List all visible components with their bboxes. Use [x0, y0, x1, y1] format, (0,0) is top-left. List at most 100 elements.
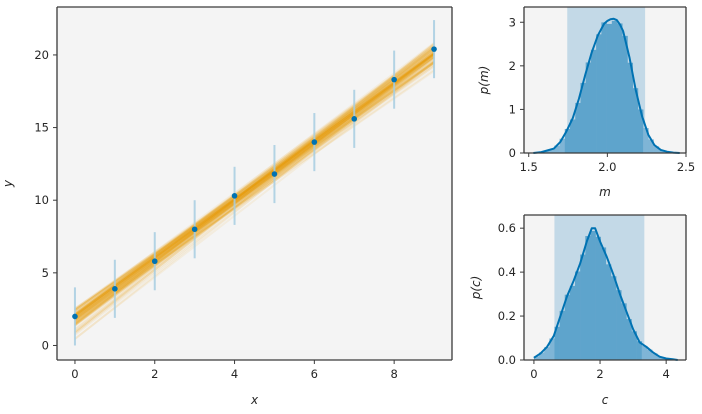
fit-line	[74, 49, 435, 317]
fit-line	[74, 53, 435, 323]
histogram-bar	[559, 138, 566, 153]
fit-line	[74, 52, 435, 321]
y-tick-label: 1	[509, 102, 516, 116]
fit-line	[74, 54, 435, 322]
data-point	[112, 286, 118, 292]
fit-line	[74, 63, 435, 313]
kde-curve	[533, 17, 680, 154]
fit-line	[74, 64, 435, 324]
data-point	[311, 139, 318, 145]
fit-line	[74, 46, 435, 327]
fit-line	[74, 57, 435, 322]
x-tick-label: 6	[311, 367, 318, 381]
fit-line	[74, 52, 435, 327]
histogram-bar	[621, 303, 627, 360]
fit-line	[74, 52, 435, 317]
histogram-bar	[570, 119, 576, 153]
fit-line	[74, 53, 435, 310]
fit-line	[74, 50, 435, 317]
histogram-bar	[590, 231, 596, 360]
x-tick-label: 0	[71, 367, 78, 381]
fit-line	[74, 47, 435, 325]
y-axis-label: y	[1, 179, 15, 188]
histogram-bar	[641, 345, 648, 360]
y-tick-label: 0.2	[498, 309, 516, 323]
fit-line	[74, 57, 435, 327]
fit-line	[74, 47, 435, 317]
fit-line	[74, 51, 435, 321]
fit-line	[74, 56, 435, 336]
fit-line	[74, 60, 435, 318]
fit-line	[74, 53, 435, 340]
fit-line	[74, 46, 435, 315]
fit-line	[74, 52, 435, 318]
histogram-bar	[653, 146, 660, 153]
fit-line	[74, 45, 435, 315]
histogram-bar	[564, 294, 571, 360]
fit-line	[74, 45, 435, 312]
histogram-bar	[601, 22, 607, 153]
fit-line	[74, 55, 435, 316]
histogram-bar	[617, 23, 623, 153]
histogram-bar	[622, 35, 628, 154]
fit-line	[74, 53, 435, 317]
histogram-bar	[605, 264, 612, 360]
fit-line	[74, 55, 435, 318]
histogram-bar	[575, 102, 581, 153]
histogram-bar	[595, 236, 601, 360]
fit-line	[74, 42, 435, 333]
data-point	[231, 193, 238, 199]
histogram-bar	[549, 338, 555, 360]
y-tick-label: 20	[34, 48, 49, 62]
y-axis-label: p(c)	[469, 276, 483, 301]
x-tick-label: 2.5	[677, 160, 695, 174]
fit-line	[74, 54, 435, 319]
y-tick-label: 5	[42, 266, 49, 280]
y-tick-label: 0	[42, 338, 49, 352]
histogram-bar	[590, 49, 597, 153]
fit-line	[74, 62, 435, 311]
fit-line	[74, 52, 435, 315]
histogram-bar	[596, 34, 602, 153]
histogram-bar	[539, 352, 545, 360]
fit-line	[74, 61, 435, 313]
y-tick-label: 0.0	[498, 353, 516, 367]
fit-line	[74, 49, 435, 319]
histogram-bar	[554, 326, 560, 360]
y-tick-label: 0	[509, 146, 516, 160]
x-tick-label: 2	[596, 367, 603, 381]
fit-line	[74, 47, 435, 335]
kde-curve	[533, 227, 678, 361]
x-tick-label: 8	[390, 367, 397, 381]
histogram-bar	[648, 139, 654, 153]
x-tick-label: 0	[530, 367, 537, 381]
histogram-bar	[643, 128, 649, 153]
histogram-bar	[658, 150, 665, 153]
fit-line	[74, 61, 435, 340]
fit-line	[74, 56, 435, 321]
y-tick-label: 0.4	[498, 265, 516, 279]
histogram-bar	[611, 20, 618, 153]
histogram-bars	[533, 20, 681, 154]
plot-background	[57, 7, 452, 360]
data-point	[151, 258, 158, 265]
data-point	[271, 171, 278, 177]
fit-line	[74, 53, 435, 333]
histogram-bar	[627, 62, 633, 154]
histogram-bar	[600, 247, 607, 360]
main-scatter-axes: 0 2 4 6 8 0 5 10 15 20 x y	[1, 6, 453, 407]
fit-line	[74, 60, 435, 325]
histogram-bar	[559, 310, 566, 360]
fit-line	[74, 57, 435, 311]
fit-line	[74, 52, 435, 317]
data-point	[431, 46, 437, 52]
data-point	[391, 76, 397, 83]
fit-line	[74, 53, 435, 316]
fit-line	[74, 55, 435, 322]
posterior-fit-lines	[74, 42, 435, 340]
fit-line	[74, 42, 435, 326]
fit-line	[74, 57, 435, 320]
fit-line	[74, 56, 435, 312]
y-tick-label: 3	[509, 15, 516, 29]
